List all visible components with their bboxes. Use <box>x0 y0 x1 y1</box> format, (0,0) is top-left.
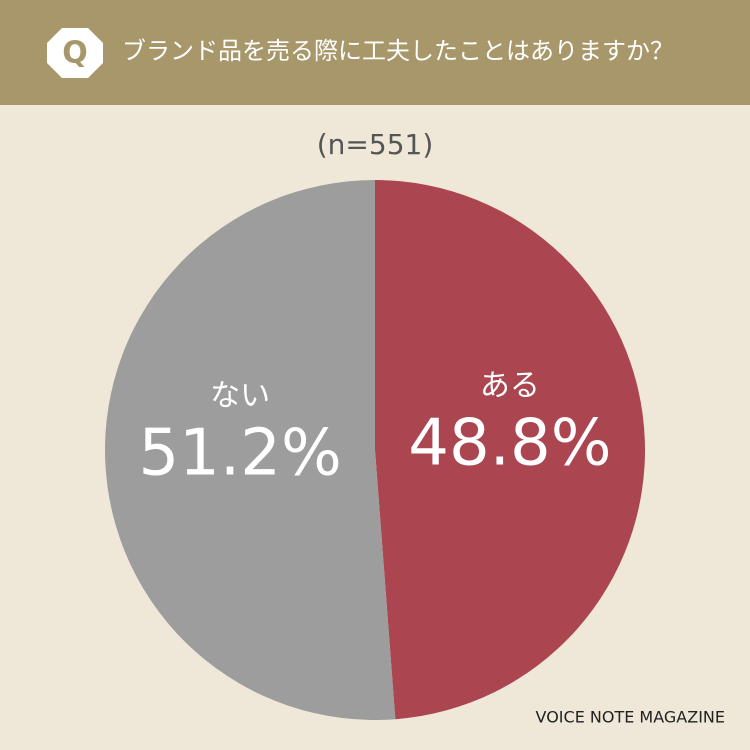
value-label: 51.2% <box>138 417 341 491</box>
source: VOICE NOTE MAGAZINE <box>536 708 725 727</box>
badge-label: Q <box>62 36 88 71</box>
badge-shape <box>47 28 103 78</box>
pie-slice <box>105 180 396 720</box>
slice-label: ある <box>480 368 540 403</box>
header-band <box>0 0 750 105</box>
value-label: 48.8% <box>408 406 611 480</box>
slice-label: ない <box>210 379 270 414</box>
pie-slice <box>375 180 646 720</box>
chart-title: ブランド品を売る際に工夫したことはありますか？ <box>122 37 674 65</box>
chart-subtitle: (n=551) <box>317 128 434 161</box>
